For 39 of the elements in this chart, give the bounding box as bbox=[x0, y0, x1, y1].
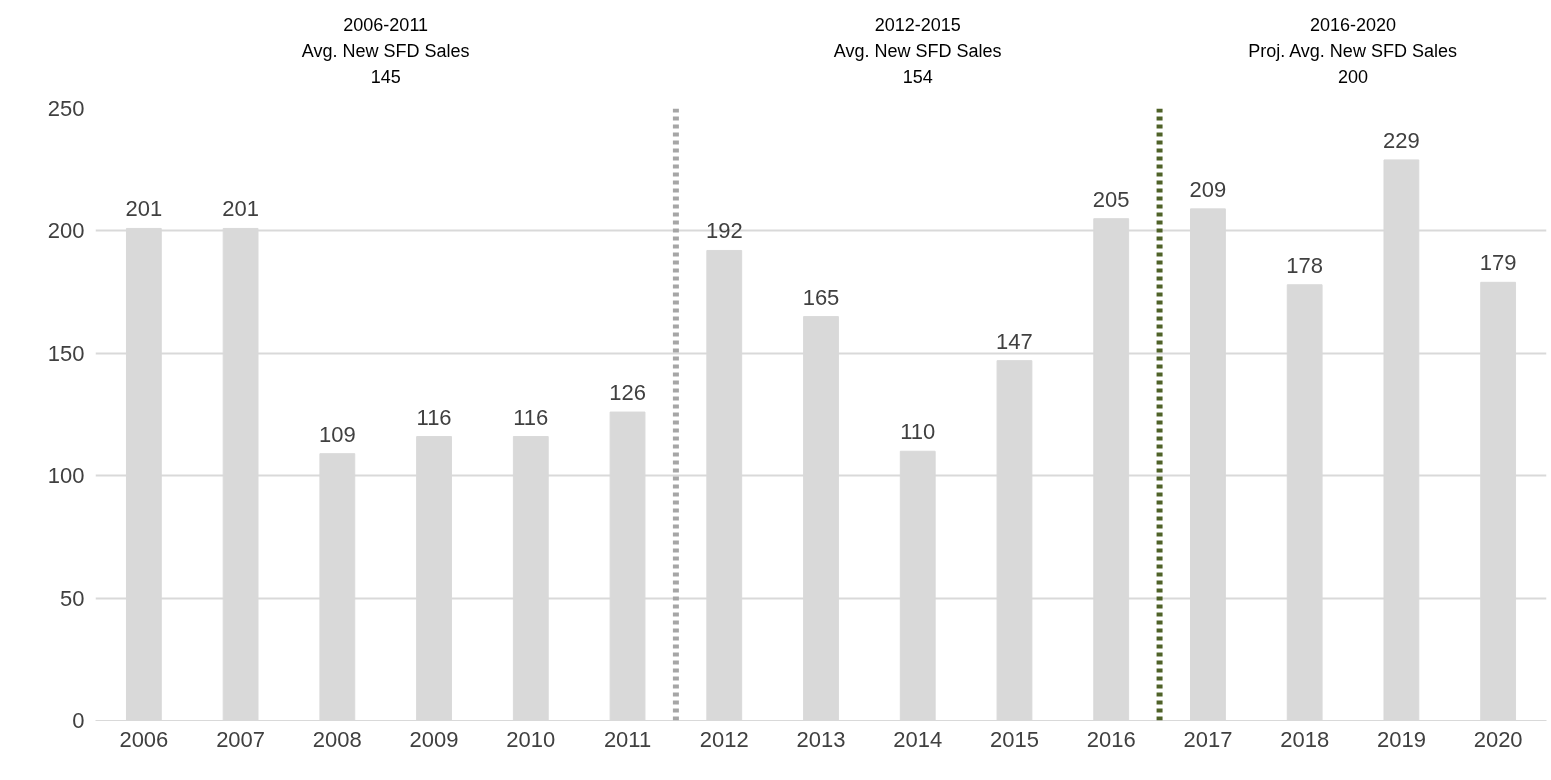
text: 2012-2015 Avg. New SFD Sales 154 bbox=[833, 14, 1002, 87]
x-tick-label: 2016 bbox=[1086, 726, 1136, 752]
x-tick-label: 2006 bbox=[119, 726, 169, 752]
x-tick-label: 2017 bbox=[1183, 726, 1233, 752]
x-tick-label: 2020 bbox=[1473, 726, 1523, 752]
data-label: 147 bbox=[996, 328, 1033, 354]
x-tick-label: 2008 bbox=[312, 726, 362, 752]
data-label: 192 bbox=[705, 218, 743, 244]
x-tick-label: 2019 bbox=[1376, 726, 1426, 752]
data-label: 179 bbox=[1479, 250, 1517, 276]
x-tick-label: 2011 bbox=[603, 726, 652, 752]
data-label: 178 bbox=[1286, 252, 1324, 278]
x-tick-label: 2013 bbox=[796, 726, 846, 752]
data-label: 110 bbox=[900, 419, 936, 445]
y-tick-label: 0 bbox=[72, 708, 85, 733]
y-tick-label: 200 bbox=[47, 218, 85, 244]
y-tick-label: 250 bbox=[47, 96, 85, 121]
data-label: 205 bbox=[1092, 186, 1130, 212]
x-tick-label: 2015 bbox=[990, 726, 1039, 752]
x-tick-label: 2014 bbox=[893, 726, 943, 752]
x-tick-label: 2018 bbox=[1280, 726, 1330, 752]
data-label: 229 bbox=[1383, 127, 1420, 153]
y-tick-label: 100 bbox=[47, 463, 85, 489]
y-tick-label: 50 bbox=[60, 585, 85, 611]
text: 2016-2020 Proj. Avg. New SFD Sales 200 bbox=[1248, 14, 1457, 87]
x-tick-label: 2007 bbox=[216, 726, 266, 752]
x-tick-label: 2009 bbox=[409, 726, 459, 752]
data-label: 116 bbox=[513, 404, 549, 430]
x-tick-label: 2010 bbox=[506, 726, 556, 752]
data-label: 209 bbox=[1189, 176, 1227, 202]
data-label: 201 bbox=[222, 196, 259, 222]
text: 2006-2011 Avg. New SFD Sales 145 bbox=[301, 14, 470, 87]
data-label: 116 bbox=[416, 404, 452, 430]
data-label: 126 bbox=[609, 380, 646, 406]
data-label: 109 bbox=[318, 421, 356, 447]
y-tick-label: 150 bbox=[47, 340, 85, 366]
data-label: 201 bbox=[125, 196, 163, 222]
x-tick-label: 2012 bbox=[699, 726, 749, 752]
data-label: 165 bbox=[802, 284, 840, 310]
